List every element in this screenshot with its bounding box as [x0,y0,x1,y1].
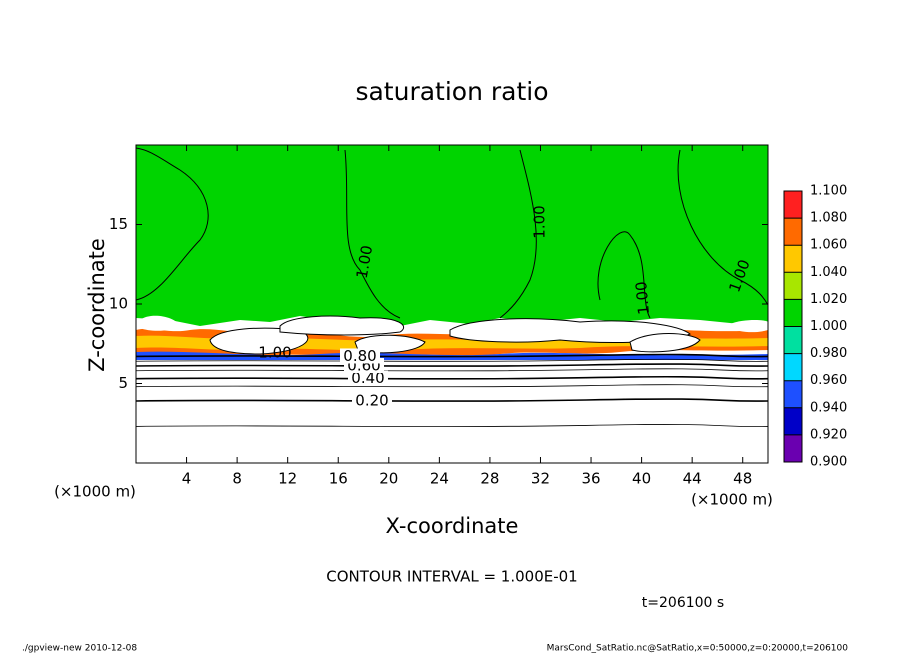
contour-line [136,353,768,358]
footer-right: MarsCond_SatRatio.nc@SatRatio,x=0:50000,… [547,644,849,654]
colorbar-label: 1.040 [810,265,847,280]
contour-line [136,358,768,362]
x-tick-label: 44 [683,470,702,488]
colorbar-label: 0.920 [810,427,847,442]
footer-left: ./gpview-new 2010-12-08 [22,644,137,654]
contour-label-bg [348,370,388,386]
contour-line [344,149,401,319]
chart-title: saturation ratio [355,77,548,106]
contour-label-bg [340,348,380,364]
x-tick-label: 32 [531,470,550,488]
green-region [136,145,768,326]
contour-label: 0.20 [355,391,388,409]
contour-line [136,363,768,367]
contour-line [136,398,768,402]
plot-field [136,145,768,463]
x-tick-label: 36 [581,470,600,488]
contour-label: 0.80 [343,347,376,365]
contour-label-bg [352,392,392,408]
colorbar-label: 1.080 [810,211,847,226]
colorbar-band [784,407,802,435]
colorbar-label: 1.100 [810,184,847,199]
cloud [279,315,405,336]
colorbar-band [784,326,802,354]
colorbar-band [784,218,802,246]
x-tick-label: 24 [430,470,449,488]
contour-label: 1.00 [258,344,291,362]
x-tick-label: 8 [232,470,242,488]
x-tick-label: 48 [733,470,752,488]
contour-line [136,384,768,388]
cloud [629,333,701,353]
time-label: t=206100 s [642,595,724,611]
y-tick-label: 5 [118,374,128,392]
colorbar-band [784,353,802,381]
y-tick-label: 10 [109,295,128,313]
x-tick-label: 20 [379,470,398,488]
colorbar-label: 0.940 [810,400,847,415]
contour-label: 1.00 [531,205,549,238]
colorbar-label: 0.900 [810,455,847,470]
x-unit-label: (×1000 m) [691,491,773,509]
x-tick-label: 40 [632,470,651,488]
colorbar-band [784,434,802,462]
contour-label: 1.00 [353,244,377,280]
colorbar-band [784,299,802,327]
contour-line [136,424,768,427]
colorbar-label: 1.060 [810,238,847,253]
cloud [209,327,309,355]
contour-line [136,368,768,372]
clear-region [136,360,768,463]
contour-line [677,149,768,306]
contour-line [136,375,768,380]
colorbar-label: 0.960 [810,373,847,388]
cloud [730,320,768,333]
x-tick-label: 28 [480,470,499,488]
contour-label: 0.40 [351,369,384,387]
colorbar-label: 0.980 [810,346,847,361]
x-tick-label: 16 [329,470,348,488]
colorbar-label: 1.000 [810,319,847,334]
contour-line [597,231,651,319]
contour-interval: CONTOUR INTERVAL = 1.000E-01 [326,568,577,586]
y-axis-label: Z-coordinate [85,238,109,372]
contour-label: 1.00 [632,281,653,316]
cloud [449,318,691,343]
cloud [140,315,180,331]
colorbar-label: 1.020 [810,292,847,307]
colorbar-band [784,272,802,300]
x-axis-label: X-coordinate [386,514,519,538]
x-tick-label: 12 [278,470,297,488]
colorbar-band [784,191,802,219]
x-tick-label: 4 [182,470,192,488]
contour-line [136,147,209,301]
contour-line [499,149,537,319]
y-tick-label: 15 [109,215,128,233]
y-unit-label: (×1000 m) [54,483,136,501]
colorbar-band [784,245,802,273]
colorbar-band [784,380,802,408]
